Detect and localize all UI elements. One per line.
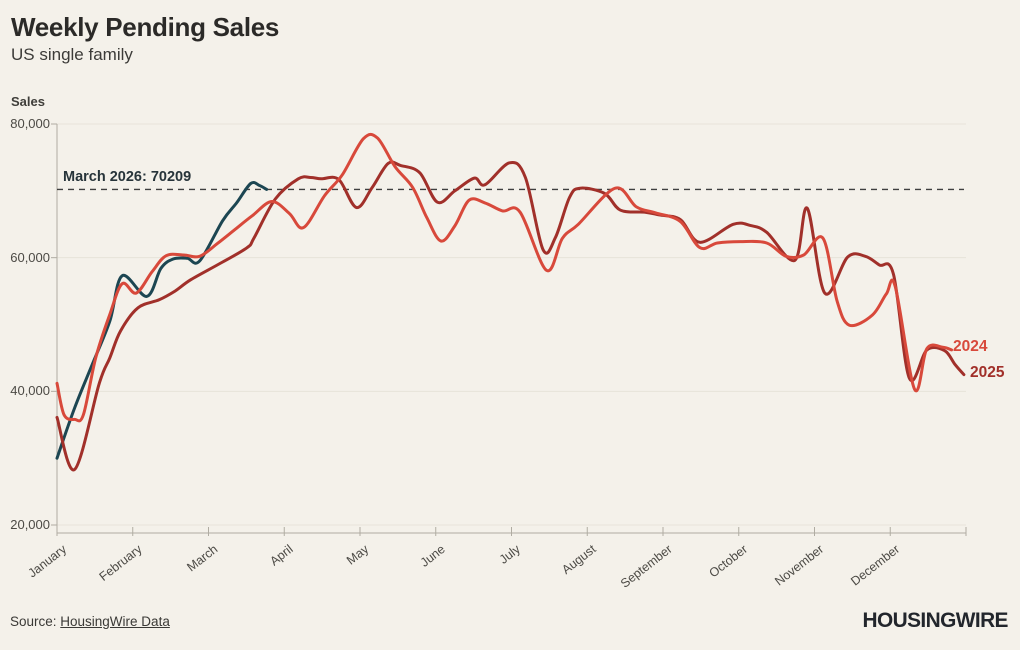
- page-subtitle: US single family: [11, 45, 133, 64]
- ytick-label-60000: 60,000: [10, 249, 50, 265]
- series-line-2026: [55, 180, 269, 460]
- series-line-2024: [55, 132, 954, 423]
- ytick-label-40000: 40,000: [10, 383, 50, 399]
- source-attribution: Source: HousingWire Data: [10, 614, 170, 629]
- housingwire-logo: HOUSINGWIRE: [862, 608, 1009, 632]
- source-link[interactable]: HousingWire Data: [60, 614, 170, 629]
- series-label-2025: 2025: [970, 364, 1005, 381]
- y-axis-title: Sales: [11, 94, 45, 109]
- ytick-label-20000: 20,000: [10, 517, 50, 532]
- reference-line-annotation: March 2026: 70209: [63, 169, 192, 185]
- series-label-2024: 2024: [953, 338, 988, 355]
- series-line-2025: [55, 160, 966, 472]
- source-prefix: Source:: [10, 614, 61, 629]
- ytick-label-80000: 80,000: [10, 116, 50, 131]
- page-title: Weekly Pending Sales: [11, 12, 280, 42]
